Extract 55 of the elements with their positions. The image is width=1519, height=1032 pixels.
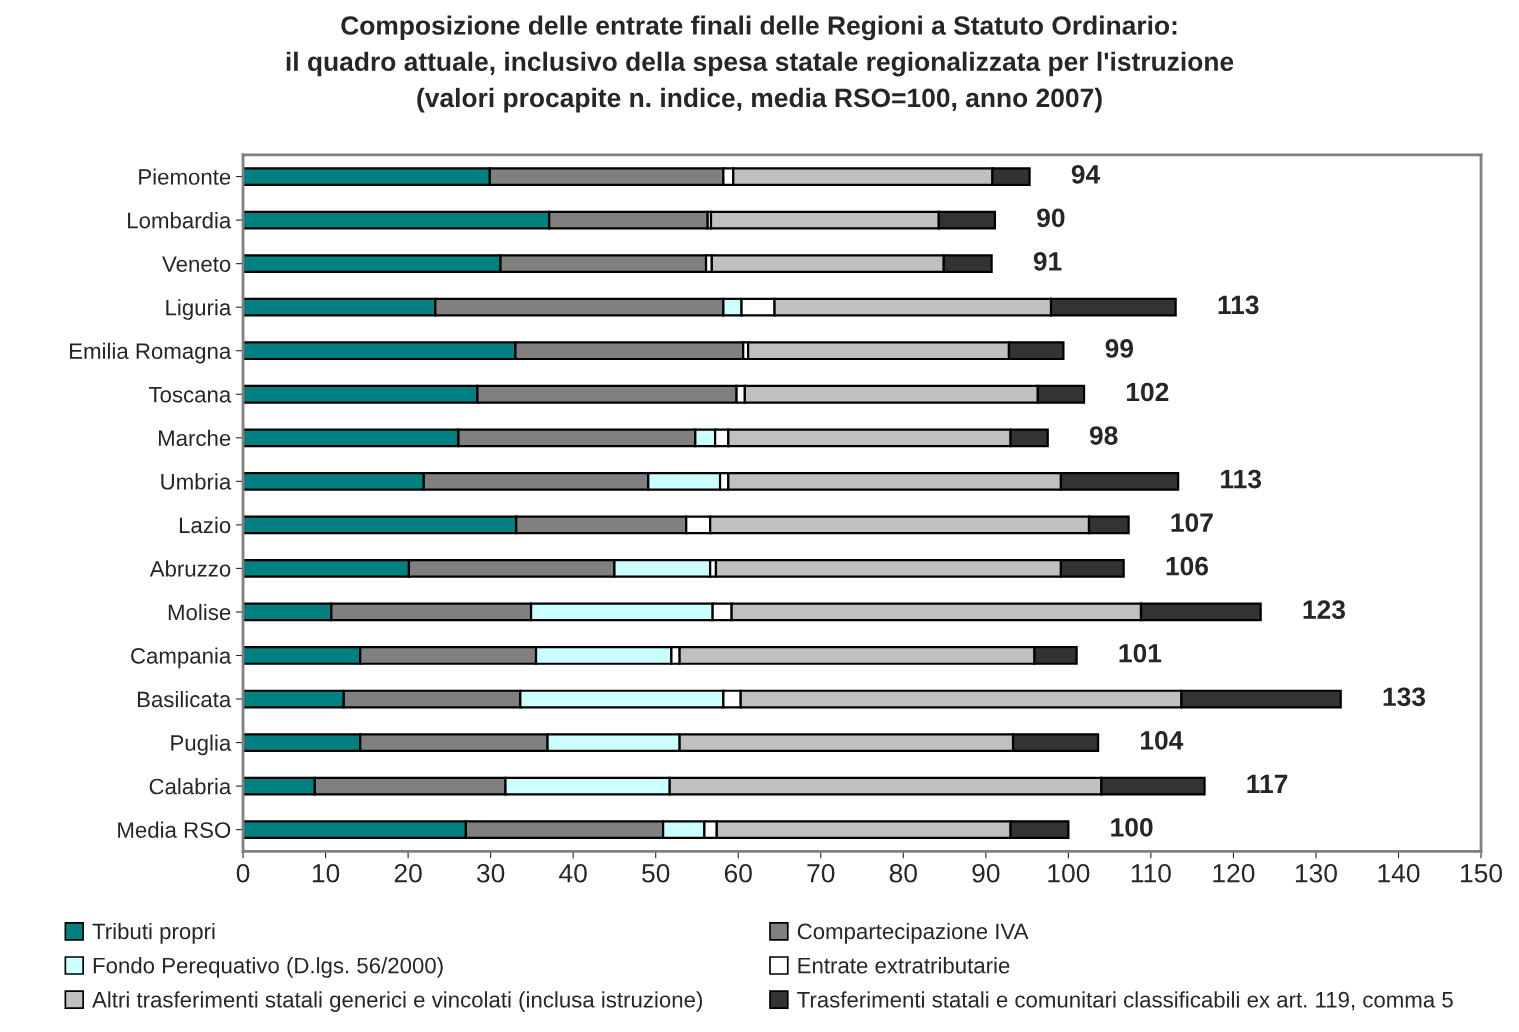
chart-title: Composizione delle entrate finali delle Regioni a Statuto Ordinario: il quadro attuale, inclusivo della spesa statale regionalizzata per l'istruzione (valori procapite n. indice, media RSO=100, anno 2007) <box>286 15 1234 113</box>
y-tick-label: Liguria <box>166 299 232 320</box>
legend-label: Compartecipazione IVA <box>797 922 1029 944</box>
total-label: 104 <box>1141 730 1184 750</box>
y-tick-label: Puglia <box>171 734 232 756</box>
total-label: 91 <box>1033 252 1062 271</box>
y-tick-label: Marche <box>158 429 231 447</box>
x-tick-label: 20 <box>394 863 422 883</box>
x-tick-label: 130 <box>1295 863 1337 883</box>
x-tick-label: 90 <box>972 863 1000 883</box>
y-tick-label: Abruzzo <box>149 560 231 577</box>
x-tick-label: 150 <box>1461 863 1503 883</box>
y-tick-label: Emilia Romagna <box>70 342 232 364</box>
x-tick-label: 140 <box>1378 863 1420 883</box>
y-tick-label: Calabria <box>149 778 232 795</box>
total-label: 107 <box>1171 513 1213 532</box>
x-tick-label: 0 <box>236 863 250 883</box>
total-label: 101 <box>1119 643 1162 663</box>
x-tick-label: 60 <box>724 863 752 883</box>
x-tick-label: 40 <box>559 863 587 883</box>
x-tick-label: 70 <box>807 863 835 883</box>
y-tick-label: Veneto <box>162 256 231 272</box>
y-tick-label: Umbria <box>161 473 232 490</box>
total-label: 99 <box>1105 339 1134 358</box>
y-tick-label: Lombardia <box>128 212 232 229</box>
total-label: 117 <box>1247 774 1288 793</box>
y-tick-label: Basilicata <box>137 690 232 708</box>
x-tick-label: 100 <box>1048 863 1090 883</box>
total-label: 106 <box>1166 556 1208 576</box>
total-label: 94 <box>1071 164 1101 184</box>
y-tick-label: Campania <box>131 647 232 669</box>
y-tick-label: Piemonte <box>139 168 231 185</box>
total-label: 98 <box>1089 426 1118 445</box>
total-label: 113 <box>1218 295 1259 315</box>
legend-label: Trasferimenti statali e comunitari classificabili ex art. 119, comma 5 <box>797 991 1453 1011</box>
total-label: 102 <box>1126 382 1169 402</box>
total-label: 133 <box>1383 687 1426 707</box>
x-tick-label: 50 <box>642 863 670 883</box>
x-tick-label: 30 <box>476 863 505 883</box>
y-tick-label: Lazio <box>179 516 231 534</box>
legend-label: Tributi propri <box>92 922 215 944</box>
y-tick-label: Molise <box>168 603 231 621</box>
y-tick-label: Media RSO <box>118 821 231 838</box>
total-label: 100 <box>1111 818 1153 837</box>
x-tick-label: 110 <box>1131 863 1171 883</box>
x-tick-label: 80 <box>889 863 917 883</box>
x-tick-label: 120 <box>1213 863 1255 883</box>
y-tick-label: Toscana <box>148 387 232 403</box>
total-label: 113 <box>1221 469 1262 489</box>
total-label: 123 <box>1303 600 1345 620</box>
legend-label: Entrate extratributarie <box>798 957 1010 974</box>
x-tick-label: 10 <box>312 863 340 883</box>
legend-label: Altri trasferimenti statali generici e vincolati (inclusa istruzione) <box>92 991 702 1012</box>
legend-label: Fondo Perequativo (D.lgs. 56/2000) <box>93 957 443 978</box>
total-label: 90 <box>1037 208 1065 228</box>
